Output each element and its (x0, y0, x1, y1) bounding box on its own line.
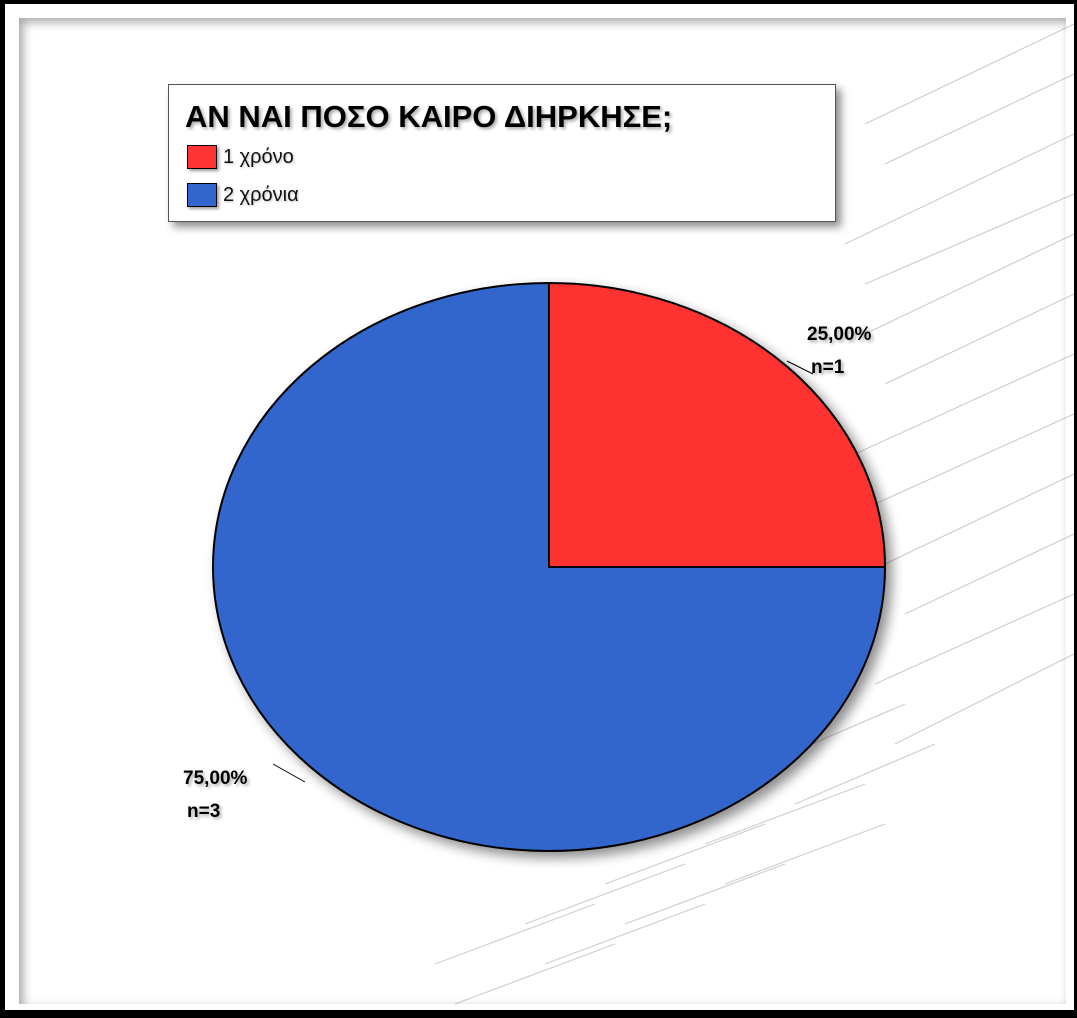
slice-percent-label-2: 75,00% (183, 768, 248, 789)
pie-slice-2 (212, 281, 887, 852)
slice-count-label-2: n=3 (187, 801, 220, 822)
watermark (434, 23, 1074, 1005)
legend-item-1: 1 χρόνο (187, 144, 294, 170)
chart-title: ΑΝ ΝΑΙ ΠΟΣΟ ΚΑΙΡΟ ΔΙΗΡΚΗΣΕ; (185, 99, 673, 134)
slice-leader-line-2 (272, 763, 306, 783)
slice-count-label-1: n=1 (811, 357, 845, 378)
pie-slice-1 (548, 281, 887, 568)
pie-chart: 25,00% n=1 75,00% n=3 (183, 281, 887, 852)
legend: ΑΝ ΝΑΙ ΠΟΣΟ ΚΑΙΡΟ ΔΙΗΡΚΗΣΕ; 1 χρόνο 2 χρ… (168, 84, 836, 222)
slice-percent-label-1: 25,00% (807, 324, 872, 345)
legend-label-1: 1 χρόνο (223, 145, 294, 168)
legend-item-2: 2 χρόνια (187, 182, 299, 208)
legend-label-2: 2 χρόνια (223, 183, 299, 206)
legend-swatch-1 (187, 145, 217, 169)
legend-swatch-2 (187, 183, 217, 207)
slice-leader-line-1 (786, 360, 814, 375)
